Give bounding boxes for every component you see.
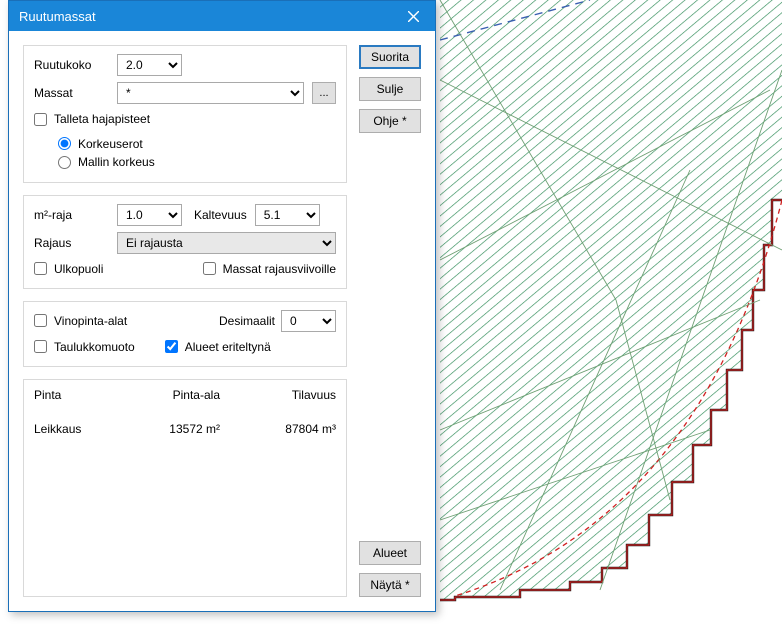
- panel-results: Pinta Pinta-ala Tilavuus Leikkaus 13572 …: [23, 379, 347, 598]
- alueet-button[interactable]: Alueet: [359, 541, 421, 565]
- checkbox-ulkopuoli[interactable]: Ulkopuoli: [34, 262, 103, 276]
- dialog-ruutumassat: Ruutumassat Ruutukoko 2.0 Massat *: [8, 0, 436, 612]
- nayta-button[interactable]: Näytä *: [359, 573, 421, 597]
- radio-mallin-korkeus[interactable]: Mallin korkeus: [58, 155, 155, 169]
- results-row: Leikkaus 13572 m² 87804 m³: [34, 422, 336, 436]
- label-desimaalit: Desimaalit: [219, 314, 275, 328]
- cell-tilavuus: 87804 m³: [226, 422, 336, 436]
- select-desimaalit[interactable]: 0: [281, 310, 336, 332]
- checkbox-taulukkomuoto[interactable]: Taulukkomuoto: [34, 340, 135, 354]
- checkbox-alueet-eriteltyna[interactable]: Alueet eriteltynä: [165, 340, 271, 354]
- select-massat[interactable]: *: [117, 82, 304, 104]
- header-tilavuus: Tilavuus: [226, 388, 336, 402]
- select-m2raja[interactable]: 1.0: [117, 204, 182, 226]
- panel-output: Vinopinta-alat Desimaalit 0 Taulukkomuot…: [23, 301, 347, 367]
- sulje-button[interactable]: Sulje: [359, 77, 421, 101]
- label-kaltevuus: Kaltevuus: [194, 208, 247, 222]
- label-m2raja: m²-raja: [34, 208, 109, 222]
- select-rajaus[interactable]: Ei rajausta: [117, 232, 336, 254]
- titlebar: Ruutumassat: [9, 1, 435, 31]
- cell-pinta-ala: 13572 m²: [130, 422, 220, 436]
- header-pinta-ala: Pinta-ala: [130, 388, 220, 402]
- label-massat: Massat: [34, 86, 109, 100]
- label-rajaus: Rajaus: [34, 236, 109, 250]
- checkbox-massat-rajausviivoille[interactable]: Massat rajausviivoille: [203, 262, 336, 276]
- window-title: Ruutumassat: [19, 9, 391, 24]
- ohje-button[interactable]: Ohje *: [359, 109, 421, 133]
- select-ruutukoko[interactable]: 2.0: [117, 54, 182, 76]
- close-button[interactable]: [391, 1, 435, 31]
- browse-button[interactable]: ...: [312, 82, 336, 104]
- checkbox-vinopinta[interactable]: Vinopinta-alat: [34, 314, 127, 328]
- radio-korkeuserot[interactable]: Korkeuserot: [58, 137, 143, 151]
- header-pinta: Pinta: [34, 388, 124, 402]
- cell-pinta: Leikkaus: [34, 422, 124, 436]
- suorita-button[interactable]: Suorita: [359, 45, 421, 69]
- select-kaltevuus[interactable]: 5.1: [255, 204, 320, 226]
- results-header: Pinta Pinta-ala Tilavuus: [34, 388, 336, 402]
- checkbox-talleta[interactable]: Talleta hajapisteet: [34, 112, 150, 126]
- label-ruutukoko: Ruutukoko: [34, 58, 109, 72]
- panel-grid: Ruutukoko 2.0 Massat * ... Talleta hajap…: [23, 45, 347, 183]
- panel-rajaus: m²-raja 1.0 Kaltevuus 5.1 Rajaus Ei raja…: [23, 195, 347, 289]
